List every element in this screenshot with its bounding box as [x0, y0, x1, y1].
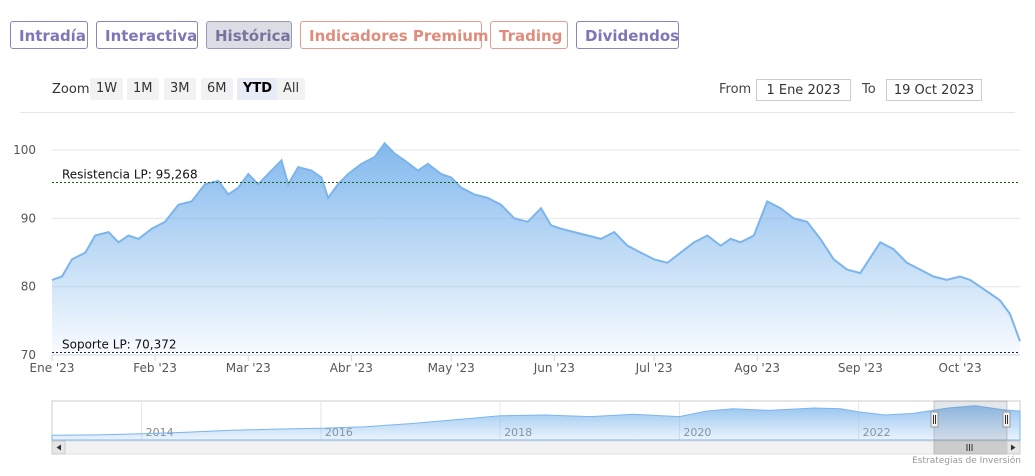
tab-interactiva[interactable]: Interactiva: [96, 21, 198, 49]
y-axis: 70 80 90 100: [13, 143, 36, 362]
zoom-ytd-button[interactable]: YTD: [237, 78, 279, 100]
zoom-all-button[interactable]: All: [277, 78, 306, 100]
scrollbar-thumb[interactable]: [933, 440, 1008, 455]
scrollbar-track[interactable]: [51, 440, 1021, 455]
x-axis: Ene '23 Feb '23 Mar '23 Abr '23 May '23 Jun '…: [30, 354, 1020, 375]
x-tick-label: Feb '23: [133, 361, 177, 375]
x-tick-label: Jun '23: [533, 361, 575, 375]
chart-credit: Estrategias de Inversión: [912, 456, 1021, 466]
annotations: Resistencia LP: 95,268 Soporte LP: 70,372: [52, 167, 1020, 353]
from-label: From: [719, 82, 752, 97]
y-tick-label: 80: [21, 280, 36, 294]
x-tick-label: Ago '23: [734, 361, 780, 375]
x-tick-label: Mar '23: [226, 361, 271, 375]
zoom-label: Zoom: [52, 82, 90, 97]
zoom-6m-button[interactable]: 6M: [201, 78, 233, 100]
zoom-1m-button[interactable]: 1M: [127, 78, 159, 100]
navigator-selection[interactable]: [933, 400, 1008, 441]
to-label: To: [862, 82, 876, 97]
x-tick-label: May '23: [428, 361, 475, 375]
navigator-handle-right[interactable]: [1002, 411, 1011, 428]
x-tick-label: Ene '23: [30, 361, 75, 375]
tab-trading[interactable]: Trading: [490, 21, 568, 49]
zoom-3m-button[interactable]: 3M: [164, 78, 196, 100]
scrollbar[interactable]: [51, 440, 1021, 455]
to-date-input[interactable]: 19 Oct 2023: [886, 79, 982, 101]
scroll-right-icon: [1011, 444, 1016, 451]
toolbar-separator: [20, 112, 1015, 113]
price-area: [52, 143, 1020, 355]
tab-dividendos[interactable]: Dividendos: [576, 21, 679, 49]
scroll-left-icon: [56, 444, 61, 451]
x-tick-label: Oct '23: [939, 361, 982, 375]
navigator-area: [51, 405, 1021, 441]
tab-intradia[interactable]: Intradía: [10, 21, 88, 49]
x-tick-label: Sep '23: [838, 361, 883, 375]
tab-indicadores-premium[interactable]: Indicadores Premium: [300, 21, 489, 49]
navigator[interactable]: 20142016201820202022: [51, 400, 1021, 441]
x-tick-label: Jul '23: [635, 361, 673, 375]
y-tick-label: 100: [13, 143, 36, 157]
navigator-handle-left[interactable]: [930, 411, 939, 428]
tab-historica[interactable]: Histórica: [206, 21, 292, 49]
y-tick-label: 70: [21, 348, 36, 362]
annotation-label: Soporte LP: 70,372: [62, 337, 177, 351]
from-date-input[interactable]: 1 Ene 2023: [756, 79, 851, 101]
y-tick-label: 90: [21, 211, 36, 225]
x-tick-label: Abr '23: [330, 361, 373, 375]
annotation-label: Resistencia LP: 95,268: [62, 167, 198, 181]
zoom-1w-button[interactable]: 1W: [90, 78, 124, 100]
